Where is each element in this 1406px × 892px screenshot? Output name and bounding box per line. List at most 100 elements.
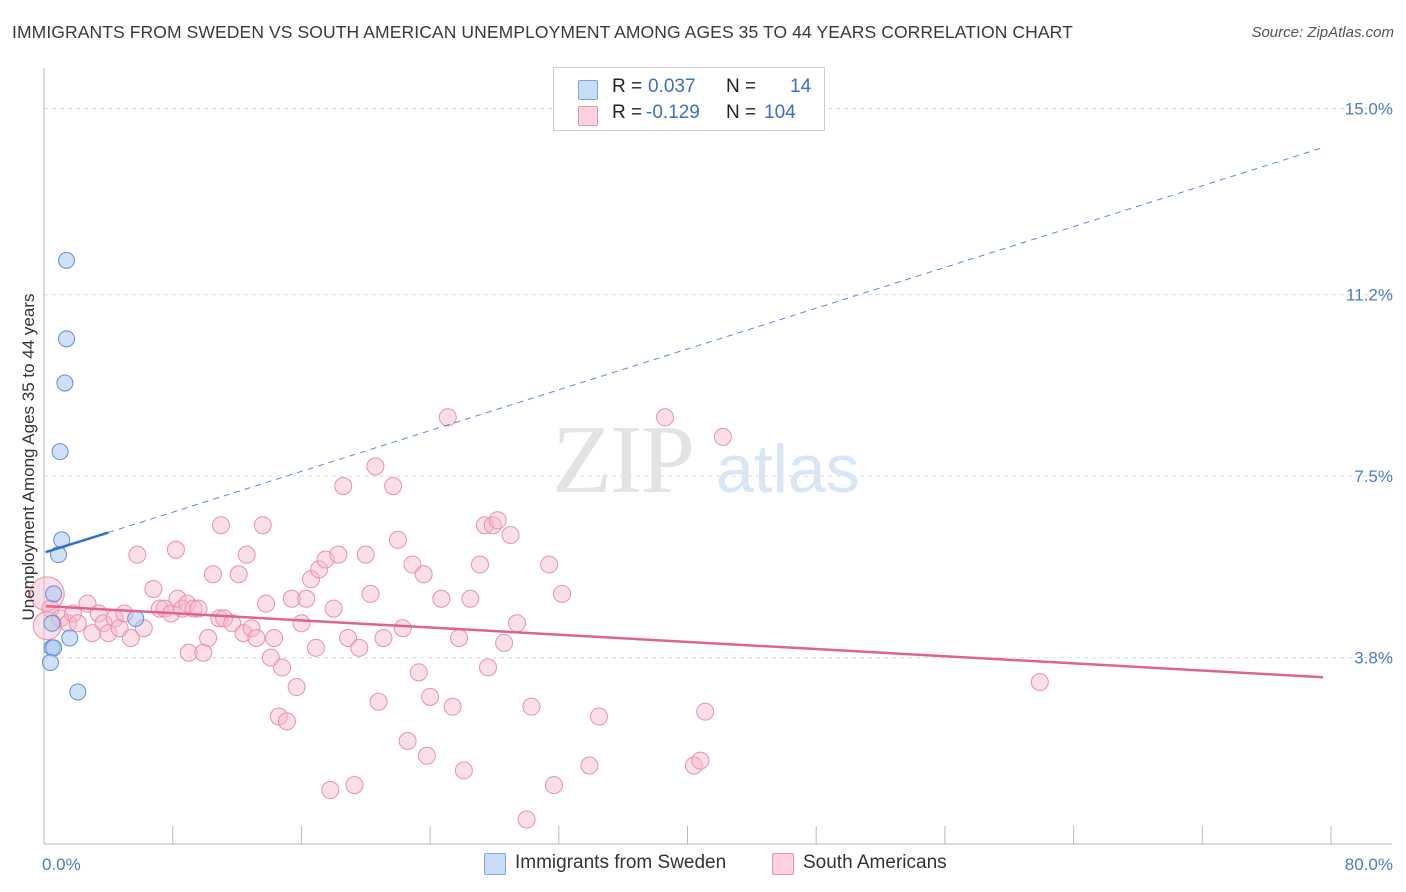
sweden-point bbox=[58, 251, 76, 269]
south-americans-points bbox=[29, 408, 1049, 829]
south-americans-point bbox=[166, 540, 185, 559]
sweden-point bbox=[43, 614, 61, 632]
south-americans-point bbox=[450, 629, 469, 648]
south-americans-point bbox=[483, 516, 502, 535]
sweden-point bbox=[61, 629, 79, 647]
south-americans-point bbox=[454, 761, 473, 780]
legend-r-value: 0.037 bbox=[648, 76, 696, 97]
south-americans-point bbox=[242, 619, 261, 638]
south-americans-point bbox=[374, 629, 393, 648]
south-americans-point bbox=[488, 511, 507, 530]
south-americans-point bbox=[128, 545, 147, 564]
south-americans-point bbox=[121, 629, 140, 648]
south-americans-point bbox=[713, 427, 732, 446]
legend-r-value: -0.129 bbox=[646, 102, 700, 123]
legend-r-label: R = bbox=[612, 102, 643, 123]
y-tick-label: 3.8% bbox=[1354, 649, 1393, 668]
sweden-point bbox=[41, 654, 59, 672]
south-americans-point bbox=[168, 589, 187, 608]
south-americans-point bbox=[350, 638, 369, 657]
sweden-trend-dashed bbox=[108, 147, 1324, 534]
legend-n-label: N = bbox=[726, 102, 757, 123]
south-americans-point bbox=[253, 516, 272, 535]
south-americans-point bbox=[553, 584, 572, 603]
south-americans-point bbox=[257, 594, 276, 613]
south-americans-point bbox=[329, 545, 348, 564]
south-americans-point bbox=[247, 629, 266, 648]
south-americans-point bbox=[265, 629, 284, 648]
legend-r-label: R = bbox=[612, 76, 643, 97]
south-americans-point bbox=[409, 663, 428, 682]
watermark-zip: ZIP bbox=[552, 406, 693, 514]
sweden-point bbox=[58, 330, 76, 348]
south-americans-point bbox=[421, 687, 440, 706]
south-americans-point bbox=[189, 599, 208, 618]
south-americans-point bbox=[297, 589, 316, 608]
south-americans-point bbox=[655, 408, 674, 427]
south-americans-point bbox=[94, 614, 113, 633]
south-americans-point bbox=[287, 678, 306, 697]
south-americans-point bbox=[432, 589, 451, 608]
south-americans-point bbox=[522, 697, 541, 716]
south-americans-point bbox=[179, 643, 198, 662]
south-americans-point bbox=[691, 751, 710, 770]
legend-swatch-south bbox=[578, 106, 598, 126]
sweden-point bbox=[56, 374, 74, 392]
x-tick-label: 80.0% bbox=[1345, 855, 1393, 874]
south-americans-point bbox=[517, 810, 536, 829]
watermark-atlas: atlas bbox=[716, 431, 860, 507]
legend-n-value: 14 bbox=[790, 76, 812, 97]
south-americans-point bbox=[211, 516, 230, 535]
south-americans-point bbox=[438, 408, 457, 427]
south-americans-point bbox=[306, 638, 325, 657]
south-americans-point bbox=[1030, 673, 1049, 692]
sweden-point bbox=[127, 609, 145, 627]
south-americans-point bbox=[384, 476, 403, 495]
south-americans-point bbox=[282, 589, 301, 608]
south-americans-point bbox=[393, 619, 412, 638]
south-americans-point bbox=[398, 732, 417, 751]
south-americans-trend bbox=[45, 604, 1324, 679]
south-americans-point bbox=[479, 658, 498, 677]
watermark: ZIP atlas bbox=[552, 406, 860, 514]
axes bbox=[43, 68, 1392, 845]
south-americans-point bbox=[194, 643, 213, 662]
south-americans-point bbox=[321, 781, 340, 800]
sweden-point bbox=[51, 443, 69, 461]
south-americans-point bbox=[361, 584, 380, 603]
south-americans-point bbox=[470, 555, 489, 574]
south-americans-point bbox=[229, 565, 248, 584]
south-americans-point bbox=[203, 565, 222, 584]
trend-lines bbox=[45, 147, 1324, 679]
source-label: Source: ZipAtlas.com bbox=[1251, 24, 1394, 41]
south-americans-point bbox=[324, 599, 343, 618]
chart-title: IMMIGRANTS FROM SWEDEN VS SOUTH AMERICAN… bbox=[12, 22, 1073, 42]
sweden-point bbox=[45, 585, 63, 603]
south-americans-point bbox=[507, 614, 526, 633]
correlation-legend: R = 0.037 N = 14 R = -0.129 N = 104 bbox=[553, 67, 825, 131]
south-americans-point bbox=[63, 604, 82, 623]
south-americans-point bbox=[544, 776, 563, 795]
south-americans-point bbox=[68, 614, 87, 633]
south-americans-point bbox=[580, 756, 599, 775]
south-americans-point bbox=[277, 712, 296, 731]
south-americans-point bbox=[461, 589, 480, 608]
south-americans-point bbox=[417, 746, 436, 765]
south-americans-point bbox=[540, 555, 559, 574]
sweden-points bbox=[41, 251, 145, 701]
south-americans-point bbox=[356, 545, 375, 564]
south-americans-point bbox=[334, 476, 353, 495]
south-americans-point bbox=[495, 633, 514, 652]
south-americans-point bbox=[501, 526, 520, 545]
legend-n-label: N = bbox=[726, 76, 757, 97]
sweden-trend-solid bbox=[45, 531, 109, 554]
tick-labels: 3.8% 7.5% 11.2% 15.0% 0.0% 80.0% bbox=[42, 99, 1393, 874]
legend-swatch-sweden bbox=[578, 80, 598, 100]
south-americans-point bbox=[199, 629, 218, 648]
legend-n-value: 104 bbox=[764, 102, 796, 123]
y-axis-label: Unemployment Among Ages 35 to 44 years bbox=[19, 294, 38, 621]
south-americans-point bbox=[369, 692, 388, 711]
south-americans-point bbox=[414, 565, 433, 584]
sweden-point bbox=[69, 683, 87, 701]
south-americans-point bbox=[443, 697, 462, 716]
